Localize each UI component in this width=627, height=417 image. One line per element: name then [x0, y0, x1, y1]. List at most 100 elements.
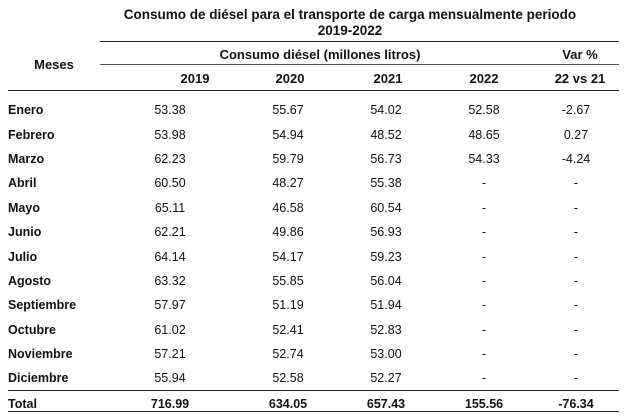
header-mid-rule: [100, 64, 619, 65]
value-2022: -: [481, 322, 487, 337]
month-cell: Julio: [8, 249, 38, 264]
value-2020: 46.58: [272, 200, 304, 215]
value-2021: 48.52: [370, 127, 402, 142]
value-var: -: [573, 371, 579, 386]
value-2020: 54.94: [272, 127, 304, 142]
header-year-2022: 2022: [469, 71, 499, 86]
value-2019: 53.38: [154, 103, 186, 118]
value-2022: -: [481, 347, 487, 362]
header-var: Var %: [562, 47, 598, 62]
value-2022: -: [481, 371, 487, 386]
month-cell: Noviembre: [8, 347, 73, 362]
value-var: -: [573, 176, 579, 191]
value-2021: 59.23: [370, 249, 402, 264]
total-2021: 657.43: [366, 396, 406, 411]
month-cell: Mayo: [8, 200, 40, 215]
value-2019: 65.11: [154, 200, 186, 215]
value-var: 0.27: [563, 127, 589, 142]
value-2019: 53.98: [154, 127, 186, 142]
value-var: -: [573, 347, 579, 362]
value-2019: 57.21: [154, 347, 186, 362]
value-2019: 62.23: [154, 151, 186, 166]
value-2019: 55.94: [154, 371, 186, 386]
value-var: -2.67: [561, 103, 591, 118]
value-var: -: [573, 322, 579, 337]
title-line-1: Consumo de diésel para el transporte de …: [123, 7, 577, 22]
value-2022: 48.65: [468, 127, 500, 142]
value-2021: 56.73: [370, 151, 402, 166]
header-year-2020: 2020: [275, 71, 305, 86]
table-row: Agosto 63.32 55.85 56.04 - -: [8, 269, 620, 293]
month-cell: Junio: [8, 225, 42, 240]
value-2022: -: [481, 200, 487, 215]
consumption-table: Enero 53.38 55.67 54.02 52.58 -2.67 Febrero 53…: [8, 98, 620, 417]
table-row: Abril 60.50 48.27 55.38 - -: [8, 171, 620, 195]
total-row: Total 716.99 634.05 657.43 155.56 -76.34: [8, 391, 620, 417]
table-title: Consumo de diésel para el transporte de …: [100, 7, 600, 39]
value-var: -: [573, 249, 579, 264]
total-var: -76.34: [558, 396, 594, 411]
table-row: Diciembre 55.94 52.58 52.27 - -: [8, 366, 620, 390]
value-2021: 52.27: [370, 371, 402, 386]
table-row: Octubre 61.02 52.41 52.83 - -: [8, 318, 620, 342]
total-label: Total: [8, 396, 37, 411]
table-row: Marzo 62.23 59.79 56.73 54.33 -4.24: [8, 147, 620, 171]
header-consumption-group: Consumo diésel (millones litros): [219, 47, 421, 62]
month-cell: Octubre: [8, 322, 56, 337]
value-2021: 56.93: [370, 225, 402, 240]
total-bottom-rule: [8, 411, 619, 412]
value-var: -4.24: [561, 151, 591, 166]
month-cell: Septiembre: [8, 298, 77, 313]
value-2020: 55.67: [272, 103, 304, 118]
total-2022: 155.56: [464, 396, 504, 411]
month-cell: Agosto: [8, 273, 52, 288]
table-row: Septiembre 57.97 51.19 51.94 - -: [8, 293, 620, 317]
value-var: -: [573, 225, 579, 240]
value-2020: 48.27: [272, 176, 304, 191]
value-2019: 61.02: [154, 322, 186, 337]
table-row: Julio 64.14 54.17 59.23 - -: [8, 244, 620, 268]
table-row: Noviembre 57.21 52.74 53.00 - -: [8, 342, 620, 366]
value-2019: 64.14: [154, 249, 186, 264]
value-var: -: [573, 273, 579, 288]
table-row: Mayo 65.11 46.58 60.54 - -: [8, 196, 620, 220]
table-row: Junio 62.21 49.86 56.93 - -: [8, 220, 620, 244]
table-row: Enero 53.38 55.67 54.02 52.58 -2.67: [8, 98, 620, 122]
value-2021: 52.83: [370, 322, 402, 337]
header-top-rule: [100, 41, 619, 42]
value-2022: -: [481, 225, 487, 240]
value-2021: 60.54: [370, 200, 402, 215]
value-2020: 55.85: [272, 273, 304, 288]
month-cell: Abril: [8, 176, 37, 191]
value-var: -: [573, 200, 579, 215]
value-2022: -: [481, 176, 487, 191]
value-2019: 60.50: [154, 176, 186, 191]
header-var-sub: 22 vs 21: [554, 71, 606, 86]
value-2022: 52.58: [468, 103, 500, 118]
value-2020: 54.17: [272, 249, 304, 264]
month-cell: Diciembre: [8, 371, 69, 386]
value-2022: 54.33: [468, 151, 500, 166]
value-2020: 51.19: [272, 298, 304, 313]
value-2020: 59.79: [272, 151, 304, 166]
title-line-2: 2019-2022: [317, 23, 383, 38]
value-2019: 62.21: [154, 225, 186, 240]
value-2022: -: [481, 273, 487, 288]
total-2020: 634.05: [268, 396, 308, 411]
month-cell: Enero: [8, 103, 44, 118]
table-row: Febrero 53.98 54.94 48.52 48.65 0.27: [8, 122, 620, 146]
total-top-rule: [8, 390, 619, 391]
total-2019: 716.99: [150, 396, 190, 411]
month-cell: Febrero: [8, 127, 55, 142]
value-2019: 57.97: [154, 298, 186, 313]
header-year-2021: 2021: [373, 71, 403, 86]
value-2019: 63.32: [154, 273, 186, 288]
header-year-2019: 2019: [180, 71, 210, 86]
value-2020: 52.58: [272, 371, 304, 386]
value-2020: 52.74: [272, 347, 304, 362]
month-cell: Marzo: [8, 151, 45, 166]
value-2022: -: [481, 249, 487, 264]
header-months: Meses: [34, 57, 74, 72]
header-bottom-rule: [8, 90, 619, 91]
value-var: -: [573, 298, 579, 313]
